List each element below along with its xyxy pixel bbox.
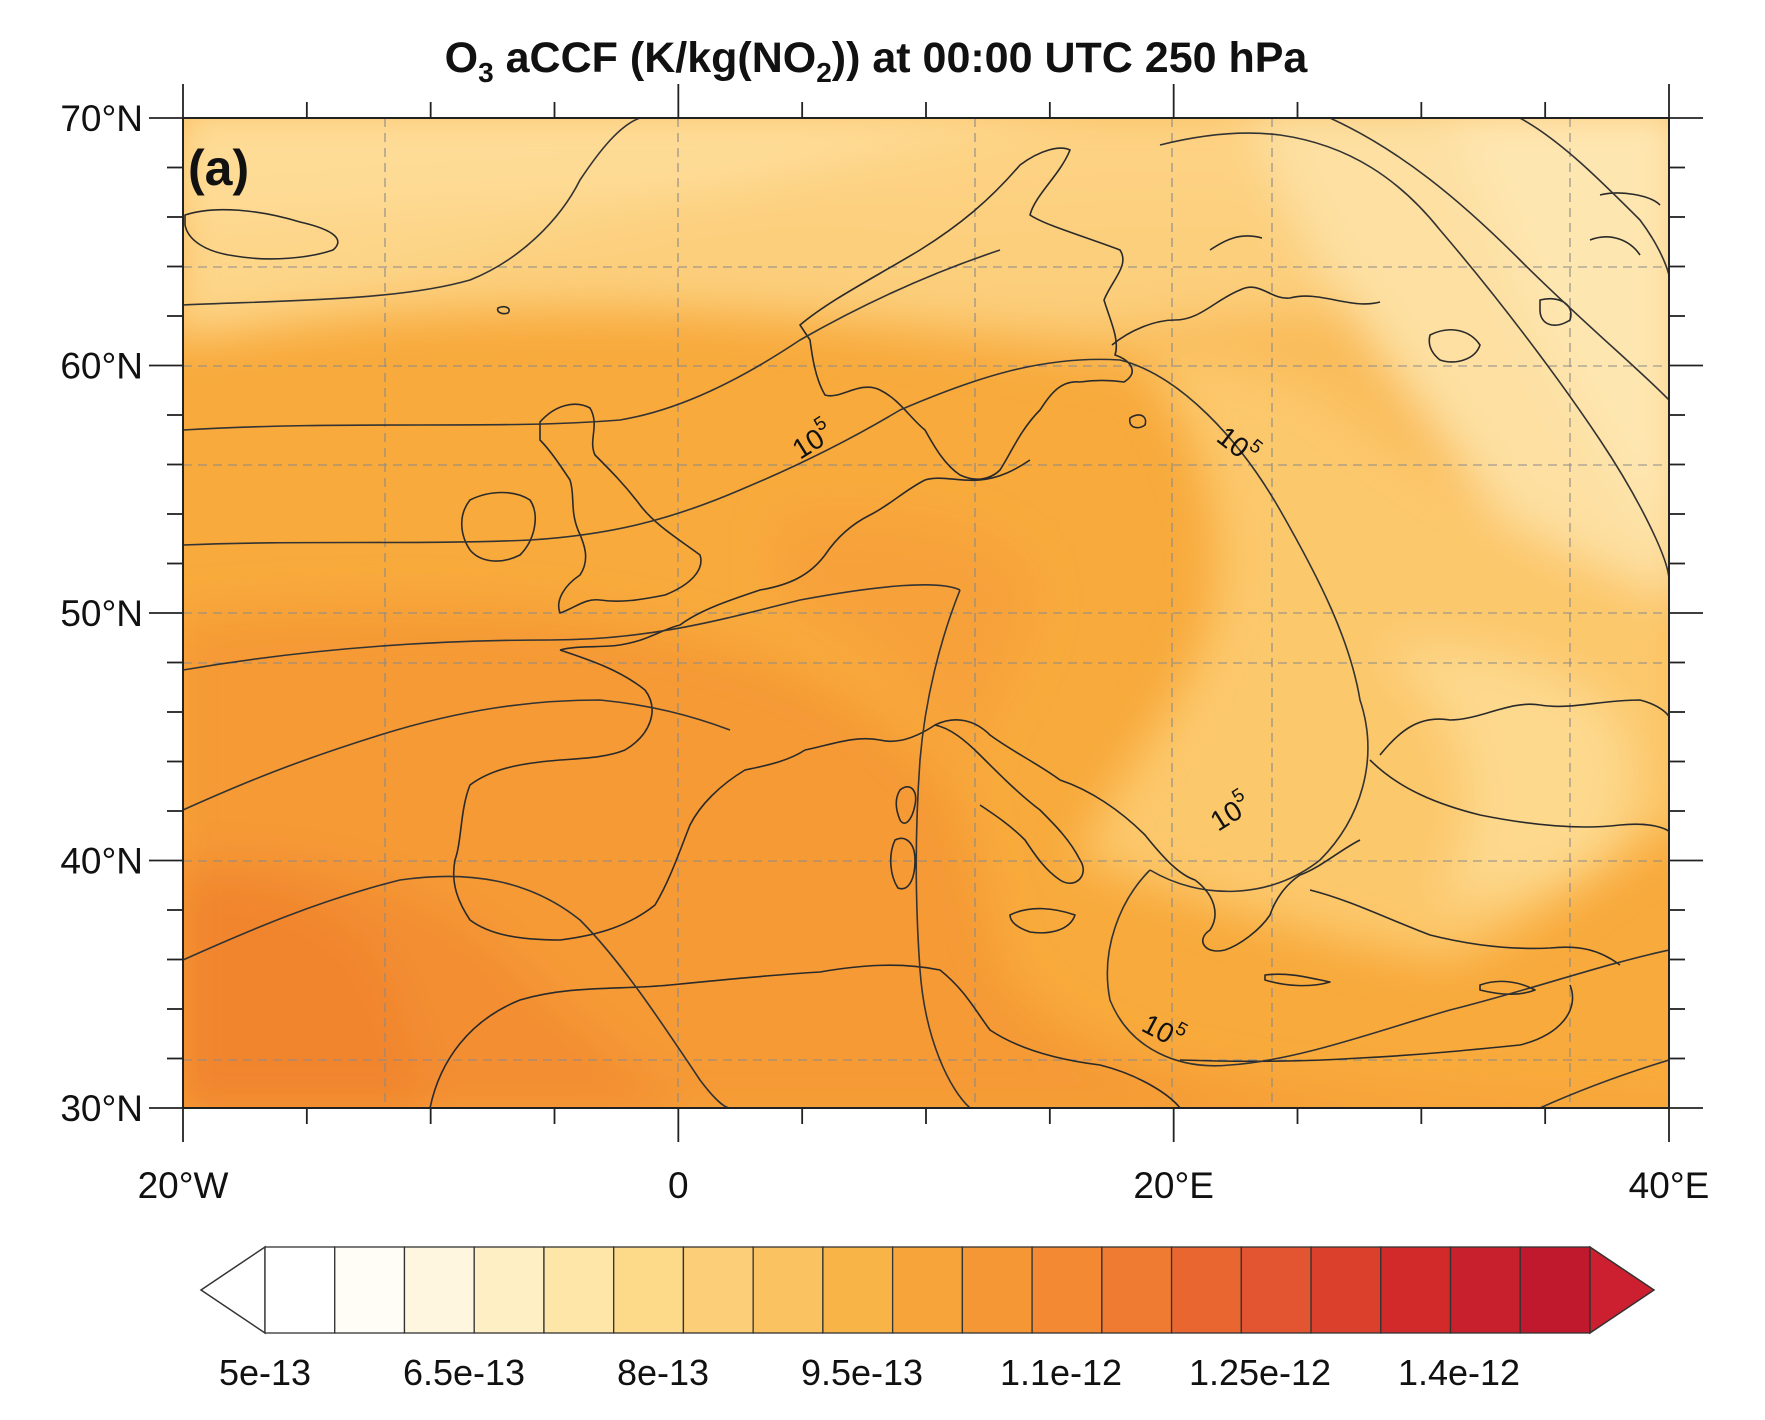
colorbar-box [1519,1246,1591,1334]
corsica-sardinia-coast [889,786,917,890]
sicily-coast [1009,907,1076,934]
scandinavia-coast [799,147,1133,480]
colorbar-tick-label: 5e-13 [219,1352,311,1393]
colorbar-box [1101,1246,1173,1334]
colorbar-tick-label: 9.5e-13 [801,1352,923,1393]
great-britain-coast [539,403,702,614]
colorbar-box [264,1246,336,1334]
colorbar-box [1310,1246,1382,1334]
lat-tick-label: 60°N [60,346,143,387]
crete-cyprus-coast [1264,973,1536,995]
colorbar-box [752,1246,824,1334]
figure-title: O3 aCCF (K/kg(NO2)) at 00:00 UTC 250 hPa [445,34,1309,88]
ozone-field-shading [183,118,1669,1108]
colorbar-box [473,1246,545,1334]
lon-tick-label: 40°E [1629,1165,1710,1206]
iberia-coast [452,649,806,941]
colorbar-box [891,1246,964,1334]
colorbar-box [613,1246,685,1334]
ireland-coast [460,491,536,562]
colorbar-box [1170,1246,1242,1334]
lat-tick-label: 40°N [60,841,143,882]
axis-labels: 70°N 60°N 50°N 40°N 30°N 20°W 0 20°E 40°E [60,98,1709,1206]
map-panel: 105 105 105 105 (a) [183,118,1669,1108]
kola-coast [1428,192,1661,363]
lat-tick-label: 30°N [60,1088,143,1129]
faroe-coast [496,306,510,315]
iceland-coast [184,208,339,260]
colorbar-box [334,1246,406,1334]
panel-label: (a) [188,140,249,196]
colorbar-tick-label: 8e-13 [617,1352,709,1393]
colorbar-box [1380,1246,1452,1334]
colorbar-tick-label: 1.4e-12 [1398,1352,1520,1393]
colorbar-low-arrow [199,1245,266,1335]
colorbar: 5e-13 6.5e-13 8e-13 9.5e-13 1.1e-12 1.25e-12 1… [199,1245,1656,1393]
black-sea-coast [1369,699,1669,833]
colorbar-box [403,1246,475,1334]
colorbar-box [1031,1246,1103,1334]
colorbar-box [1449,1246,1521,1334]
contour-lines [183,118,1669,1108]
lon-tick-label: 20°W [138,1165,229,1206]
colorbar-box [543,1246,615,1334]
lon-tick-label: 0 [668,1165,689,1206]
balkans-coast [1059,779,1361,952]
gotland-coast [1128,414,1147,429]
colorbar-tick-label: 1.1e-12 [1000,1352,1122,1393]
colorbar-box [961,1246,1033,1334]
anatolia-coast [1309,889,1621,966]
lon-tick-label: 20°E [1133,1165,1214,1206]
colorbar-high-arrow [1589,1245,1656,1335]
coastlines [184,147,1669,1108]
colorbar-box [1240,1246,1312,1334]
lat-tick-label: 50°N [60,593,143,634]
baltic-coast [1111,235,1381,346]
mediterranean-north-coast [804,719,1084,884]
colorbar-tick-label: 1.25e-12 [1189,1352,1331,1393]
colorbar-box [822,1246,894,1334]
lat-tick-label: 70°N [60,98,143,139]
colorbar-tick-label: 6.5e-13 [403,1352,525,1393]
axis-ticks [149,84,1703,1142]
graticule [183,118,1669,1108]
europe-west-coast [559,459,1031,651]
colorbar-box [682,1246,754,1334]
